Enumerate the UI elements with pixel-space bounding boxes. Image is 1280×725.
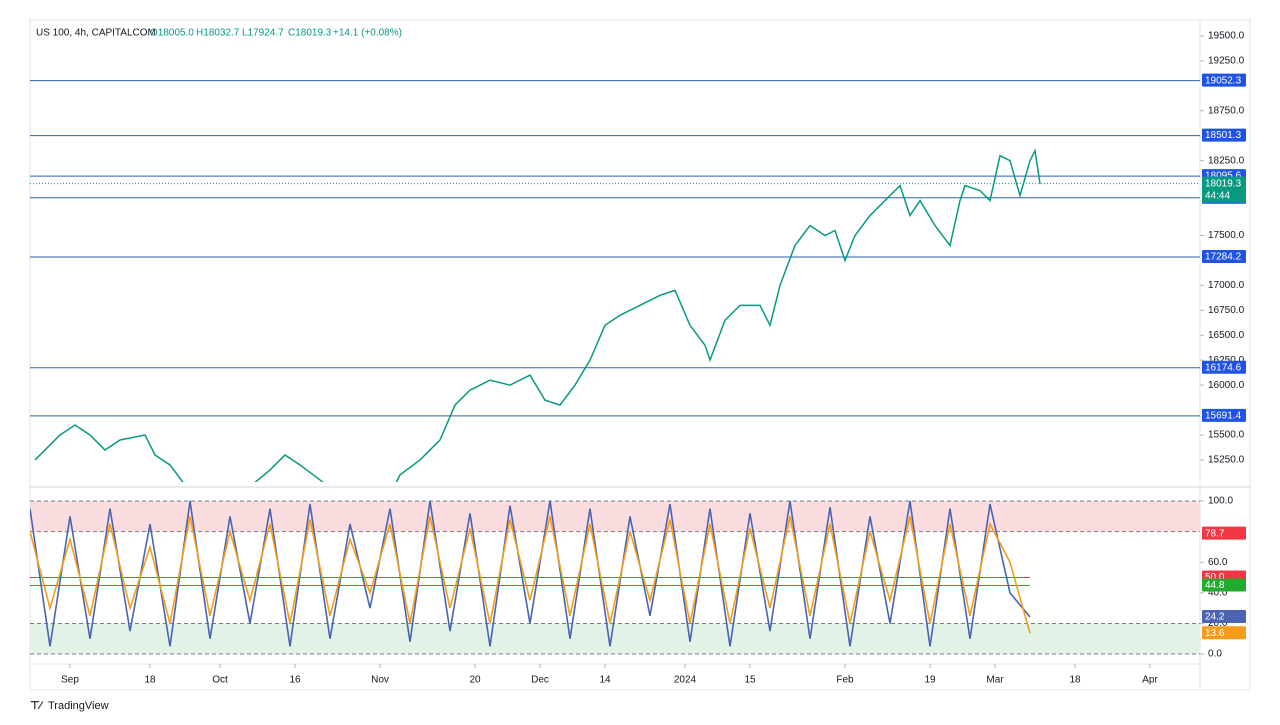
osc-last-label-box bbox=[1202, 610, 1246, 624]
price-line bbox=[34, 148, 1041, 482]
oscillator-pane bbox=[30, 500, 1200, 655]
signal-label-box bbox=[1202, 578, 1246, 592]
y-tick-label: 16500.0 bbox=[1208, 330, 1245, 341]
signal-label: 44.8 bbox=[1205, 580, 1225, 591]
level-label: 18501.3 bbox=[1205, 130, 1242, 141]
y-tick-label: 19250.0 bbox=[1208, 56, 1245, 67]
osc-last-label-box bbox=[1202, 626, 1246, 640]
ohlc-change: +14.1 (+0.08%) bbox=[333, 28, 402, 39]
level-label: 18095.6 bbox=[1205, 171, 1242, 182]
ohlc-open: O18005.0 bbox=[150, 28, 194, 39]
y-tick-label: 60.0 bbox=[1208, 557, 1228, 568]
osc-last-label: 13.6 bbox=[1205, 628, 1225, 639]
ohlc-high: H18032.7 bbox=[196, 28, 240, 39]
x-tick-label: 18 bbox=[144, 675, 156, 686]
symbol: US 100, 4h, CAPITALCOM bbox=[36, 28, 156, 39]
brand: ⊤⁄ bbox=[30, 700, 44, 712]
y-tick-label: 19500.0 bbox=[1208, 31, 1245, 42]
y-tick-label: 16750.0 bbox=[1208, 305, 1245, 316]
ohlc-low: L17924.7 bbox=[242, 28, 284, 39]
x-tick-label: 18 bbox=[1069, 675, 1081, 686]
level-label-box bbox=[1202, 360, 1246, 374]
x-tick-label: 15 bbox=[744, 675, 756, 686]
x-tick-label: Mar bbox=[986, 675, 1004, 686]
x-tick-label: 20 bbox=[469, 675, 481, 686]
axes: 19500.0 19250.0 18750.0 18250.0 17500.0 17000… bbox=[61, 31, 1246, 686]
level-label-box bbox=[1202, 73, 1246, 87]
x-tick-label: Dec bbox=[531, 675, 549, 686]
osc-last-label: 24.2 bbox=[1205, 612, 1225, 623]
y-tick-label: 17500.0 bbox=[1208, 230, 1245, 241]
y-tick-label: 18250.0 bbox=[1208, 155, 1245, 166]
level-label: 19052.3 bbox=[1205, 75, 1242, 86]
signal-label: 50.0 bbox=[1205, 572, 1225, 583]
x-tick-label: 19 bbox=[924, 675, 936, 686]
y-tick-label: 18750.0 bbox=[1208, 105, 1245, 116]
frame bbox=[29, 19, 1251, 691]
y-tick-label: 17000.0 bbox=[1208, 280, 1245, 291]
level-label-box bbox=[1202, 128, 1246, 142]
last-price: 18019.3 bbox=[1205, 178, 1242, 189]
y-tick-label: 20.0 bbox=[1208, 618, 1228, 629]
osc-line bbox=[30, 516, 1031, 634]
level-label: 17284.2 bbox=[1205, 252, 1242, 263]
x-tick-label: Oct bbox=[212, 675, 228, 686]
x-tick-label: Feb bbox=[836, 675, 854, 686]
level-label-box bbox=[1202, 250, 1246, 264]
zone bbox=[30, 623, 1200, 655]
level-label-box bbox=[1202, 408, 1246, 422]
zone bbox=[30, 501, 1200, 532]
x-tick-label: Apr bbox=[1142, 675, 1158, 686]
price-pane bbox=[30, 80, 1200, 482]
ohlc-close: C18019.3 bbox=[288, 28, 332, 39]
level-label: 16174.6 bbox=[1205, 362, 1242, 373]
y-tick-label: 100.0 bbox=[1208, 496, 1233, 507]
level-label: 15691.4 bbox=[1205, 411, 1242, 422]
x-tick-label: Sep bbox=[61, 675, 79, 686]
x-tick-label: 16 bbox=[289, 675, 301, 686]
y-tick-label: 15500.0 bbox=[1208, 430, 1245, 441]
last-price-box bbox=[1202, 176, 1246, 203]
signal-label-box bbox=[1202, 526, 1246, 540]
footer: TradingView bbox=[48, 700, 109, 712]
signal-label: 78.7 bbox=[1205, 528, 1225, 539]
y-tick-label: 16000.0 bbox=[1208, 380, 1245, 391]
y-tick-label: 15250.0 bbox=[1208, 455, 1245, 466]
x-tick-label: 2024 bbox=[674, 675, 697, 686]
countdown: 44:44 bbox=[1205, 190, 1230, 201]
y-tick-label: 40.0 bbox=[1208, 587, 1228, 598]
x-tick-label: 14 bbox=[599, 675, 611, 686]
x-tick-label: Nov bbox=[371, 675, 389, 686]
y-tick-label: 0.0 bbox=[1208, 649, 1222, 660]
y-tick-label: 16250.0 bbox=[1208, 355, 1245, 366]
